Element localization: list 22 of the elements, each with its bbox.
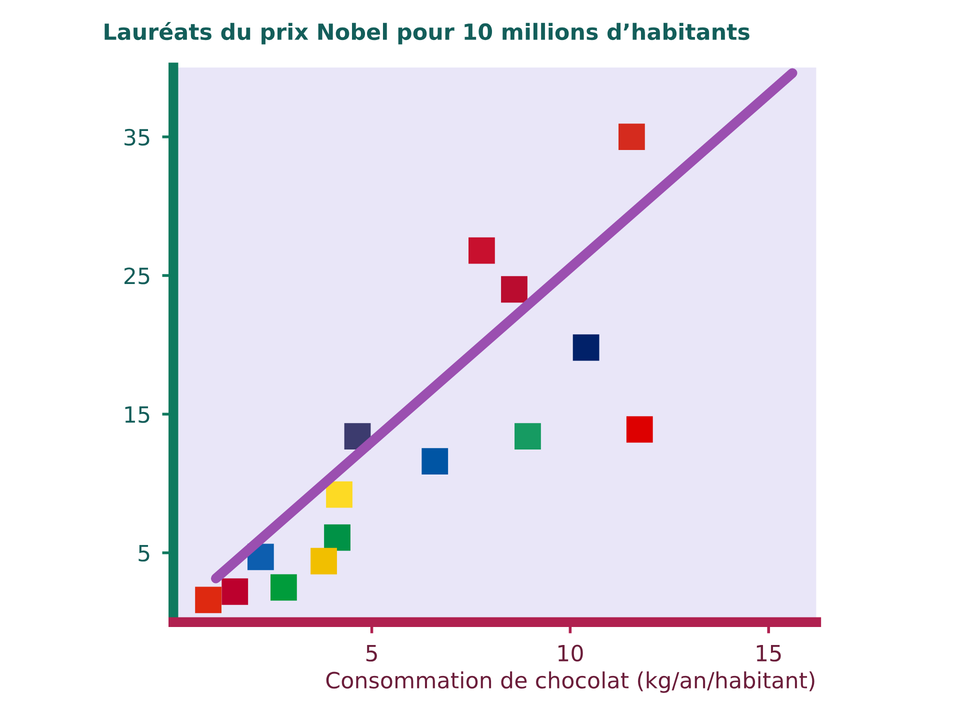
point [626, 416, 653, 443]
y-tick-label: 25 [124, 267, 150, 284]
point [501, 276, 528, 303]
x-axis-title: Consommation de chocolat (kg/an/habitant) [326, 671, 814, 693]
x-tick-label: 15 [756, 645, 781, 662]
point [422, 448, 448, 474]
point [270, 574, 297, 601]
y-tick-label: 15 [125, 406, 150, 423]
x-tick-label: 10 [558, 644, 583, 662]
chart-title: Lauréats du prix Nobel pour 10 millions d’habitants [104, 22, 750, 44]
point [310, 548, 337, 574]
point [326, 481, 352, 508]
y-tick-label: 35 [124, 128, 150, 146]
point [195, 586, 222, 614]
point [468, 237, 495, 264]
x-tick-label: 5 [366, 645, 377, 662]
y-tick-label: 5 [138, 545, 150, 562]
point [222, 578, 248, 605]
point [572, 334, 600, 361]
point [618, 124, 645, 150]
point [514, 423, 541, 450]
point [324, 524, 350, 551]
